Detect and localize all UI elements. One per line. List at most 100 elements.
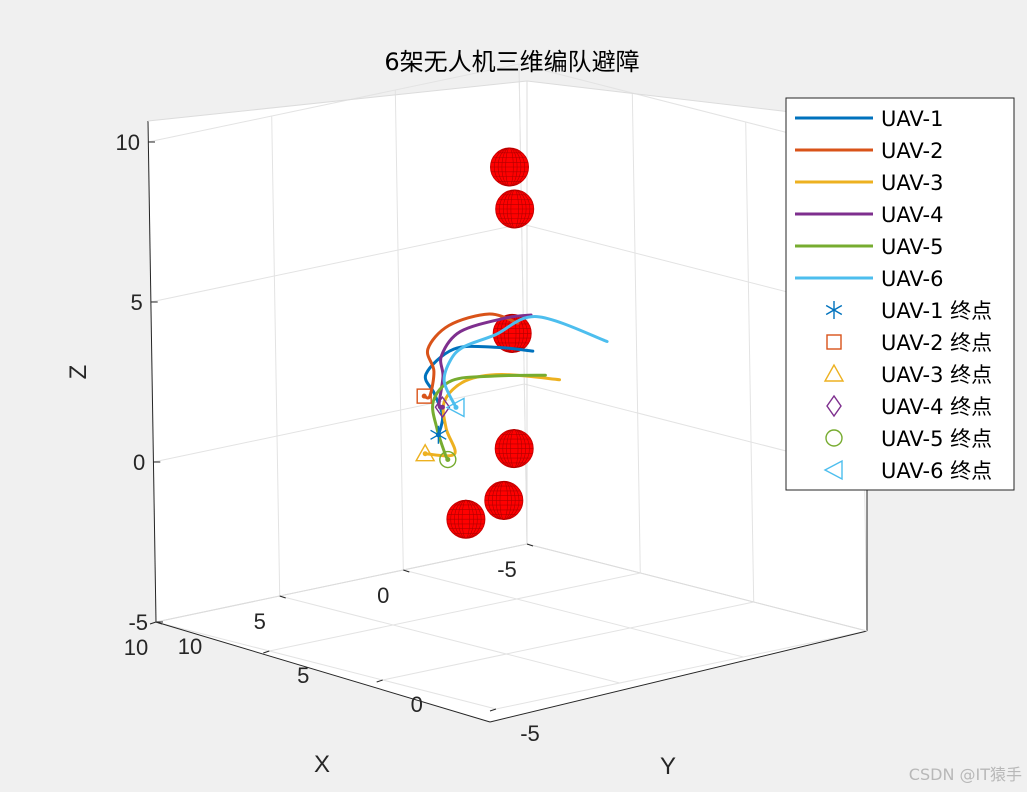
obstacle-sphere [446, 499, 486, 539]
chart-title: 6架无人机三维编队避障 [384, 48, 639, 76]
legend-marker [823, 363, 845, 382]
legend-marker [823, 459, 843, 481]
grid-line [269, 572, 641, 652]
uav-end-dot [421, 393, 427, 399]
z-ticks: -5 0 5 10 [116, 130, 163, 635]
x-tick-label: 0 [377, 583, 389, 608]
uav-end-marker [414, 443, 436, 462]
legend-label: UAV-6 [881, 267, 943, 291]
uav-end-marker [416, 388, 432, 404]
uav-path-line [437, 313, 533, 410]
obstacle-meridian [488, 481, 520, 520]
x-ticks: -5 0 5 10 [124, 543, 534, 660]
uav-end-markers [414, 388, 465, 469]
x-tick-label: -5 [497, 557, 517, 582]
y-tick-label: -5 [520, 721, 540, 746]
obstacle-meridian [498, 429, 530, 468]
legend-marker [826, 334, 842, 350]
edge-front-right-bottom [489, 630, 868, 723]
legend-label: UAV-1 [881, 107, 943, 131]
uav-end-dot [422, 451, 428, 457]
legend-label: UAV-4 [881, 203, 943, 227]
z-tick-label: 5 [130, 290, 142, 315]
z-axis-label: Z [65, 365, 92, 380]
obstacle-meridian [499, 189, 531, 229]
grid-line [153, 383, 525, 463]
legend-label: UAV-3 终点 [881, 363, 992, 387]
uav-end-marker [434, 395, 451, 419]
x-axis-label: X [314, 751, 330, 778]
legend-label: UAV-5 终点 [881, 427, 992, 451]
y-axis-label: Y [660, 753, 676, 780]
edge-front-left-bottom [155, 621, 491, 723]
obstacle-meridian [493, 147, 525, 187]
grid-line [150, 223, 522, 303]
x-tick-mark [526, 543, 534, 547]
obstacle-sphere [494, 429, 534, 469]
uav-end-dot [445, 457, 451, 462]
uav-end-marker [445, 397, 465, 418]
obstacle-meridian [450, 499, 482, 539]
y-ticks: -5 0 5 10 [149, 621, 540, 746]
back-wall-right [527, 81, 867, 631]
uav-end-dot [439, 404, 445, 410]
legend-label: UAV-6 终点 [881, 459, 992, 483]
obstacle-sphere [484, 480, 524, 520]
grid-line [147, 63, 520, 143]
legend-label: UAV-1 终点 [881, 299, 992, 323]
x-tick-label: 10 [124, 635, 148, 660]
uav-end-marker [430, 425, 447, 444]
legend: UAV-1 UAV-2 UAV-3 UAV-4 UAV-5 UAV-6 UAV-1 终点 UA… [785, 97, 1015, 491]
uav-end-dot [453, 404, 459, 410]
grid-line [394, 89, 404, 571]
legend-label: UAV-2 [881, 139, 943, 163]
edge-back-top-left [147, 80, 528, 122]
grid-line [745, 121, 755, 603]
grid-line [155, 621, 497, 710]
asterisk-stroke [430, 429, 447, 440]
grid-line [495, 630, 868, 710]
axes-box [147, 63, 868, 723]
x-tick-mark [403, 569, 410, 573]
edge-back-bottom-left [155, 543, 528, 623]
grid-line [279, 595, 620, 684]
grid-line [271, 115, 281, 597]
legend-marker [825, 429, 843, 447]
floor [156, 544, 867, 722]
edge-back-bottom-right [526, 543, 868, 632]
legend-label: UAV-3 [881, 171, 943, 195]
watermark: CSDN @IT猿手 [909, 765, 1022, 784]
z-tick-label: 10 [116, 130, 140, 155]
y-tick-mark [263, 650, 270, 654]
box-back-edges [147, 80, 868, 632]
uav-end-marker [439, 450, 457, 469]
grid-line [403, 569, 744, 658]
y-tick-mark [489, 708, 497, 712]
z-tick-label: -5 [128, 610, 148, 635]
x-tick-mark [155, 621, 163, 625]
x-tick-mark [279, 595, 286, 599]
uav-path-line [431, 373, 547, 461]
z-tick-label: 0 [133, 450, 145, 475]
y-tick-mark [376, 679, 383, 683]
legend-label: UAV-2 终点 [881, 331, 992, 355]
uav-path-line [442, 315, 609, 409]
legend-marker [825, 301, 843, 319]
y-tick-label: 0 [411, 692, 423, 717]
legend-label: UAV-4 终点 [881, 395, 992, 419]
legend-box [785, 97, 1015, 491]
back-wall-left [148, 81, 527, 622]
grid-line [631, 92, 641, 574]
uav-path-line [422, 312, 520, 400]
obstacle-sphere [495, 189, 535, 229]
asterisk-stroke [825, 304, 843, 316]
x-tick-label: 5 [254, 609, 266, 634]
obstacle-sphere [490, 147, 529, 187]
grid-line [382, 601, 754, 681]
legend-label: UAV-5 [881, 235, 943, 259]
y-tick-label: 5 [297, 663, 309, 688]
y-tick-label: 10 [178, 634, 202, 659]
y-tick-mark [149, 621, 157, 625]
